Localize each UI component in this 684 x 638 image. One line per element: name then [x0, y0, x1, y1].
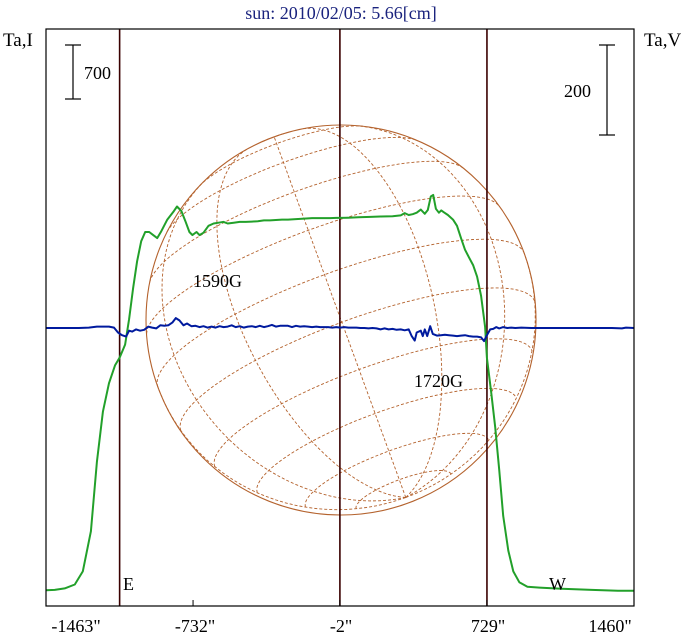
parallel-line	[156, 238, 525, 388]
scale-bar-right	[599, 44, 615, 136]
series-group	[45, 193, 635, 592]
meridian-line	[360, 125, 506, 498]
scale-bar-left-label: 700	[84, 63, 111, 83]
meridian-line	[157, 386, 406, 511]
parallel-line	[261, 132, 287, 143]
chart-title: sun: 2010/02/05: 5.66[cm]	[245, 3, 437, 23]
x-tick-label: 729"	[471, 616, 505, 636]
parallel-line	[179, 287, 536, 431]
meridian-line	[161, 183, 406, 502]
x-tick-label: -2"	[330, 616, 352, 636]
x-tick-label: -732"	[175, 616, 215, 636]
parallel-line	[149, 160, 464, 283]
meridian-line	[216, 149, 406, 498]
annotation-1590g: 1590G	[193, 271, 242, 291]
x-axis-ticks	[45, 600, 635, 606]
x-axis-tick-labels: -1463" -732" -2" 729" 1460"	[51, 616, 631, 636]
limb-marker-lines	[118, 29, 488, 606]
series-line-polarization	[46, 317, 635, 343]
meridian-line	[273, 136, 407, 498]
parallel-line	[166, 136, 418, 233]
parallel-line	[304, 432, 490, 508]
x-tick-label: 1460"	[588, 616, 631, 636]
parallel-line	[146, 195, 499, 334]
x-tick-label: -1463"	[51, 616, 100, 636]
scale-bar-right-label: 200	[564, 81, 591, 101]
solar-disk	[145, 124, 537, 516]
series-line-intensity	[45, 193, 634, 592]
limb-label-west: W	[549, 574, 566, 594]
annotation-1720g: 1720G	[414, 371, 463, 391]
solar-disk-outline	[145, 124, 537, 516]
y-right-label: Ta,V	[644, 30, 681, 51]
parallel-line	[256, 387, 517, 493]
solar-coordinate-grid	[146, 125, 536, 511]
parallel-line	[213, 338, 533, 467]
parallel-line	[199, 125, 363, 187]
scale-bar-left	[65, 44, 81, 100]
y-left-label: Ta,I	[3, 30, 33, 51]
limb-label-east: E	[123, 574, 134, 594]
meridian-line	[303, 127, 443, 498]
